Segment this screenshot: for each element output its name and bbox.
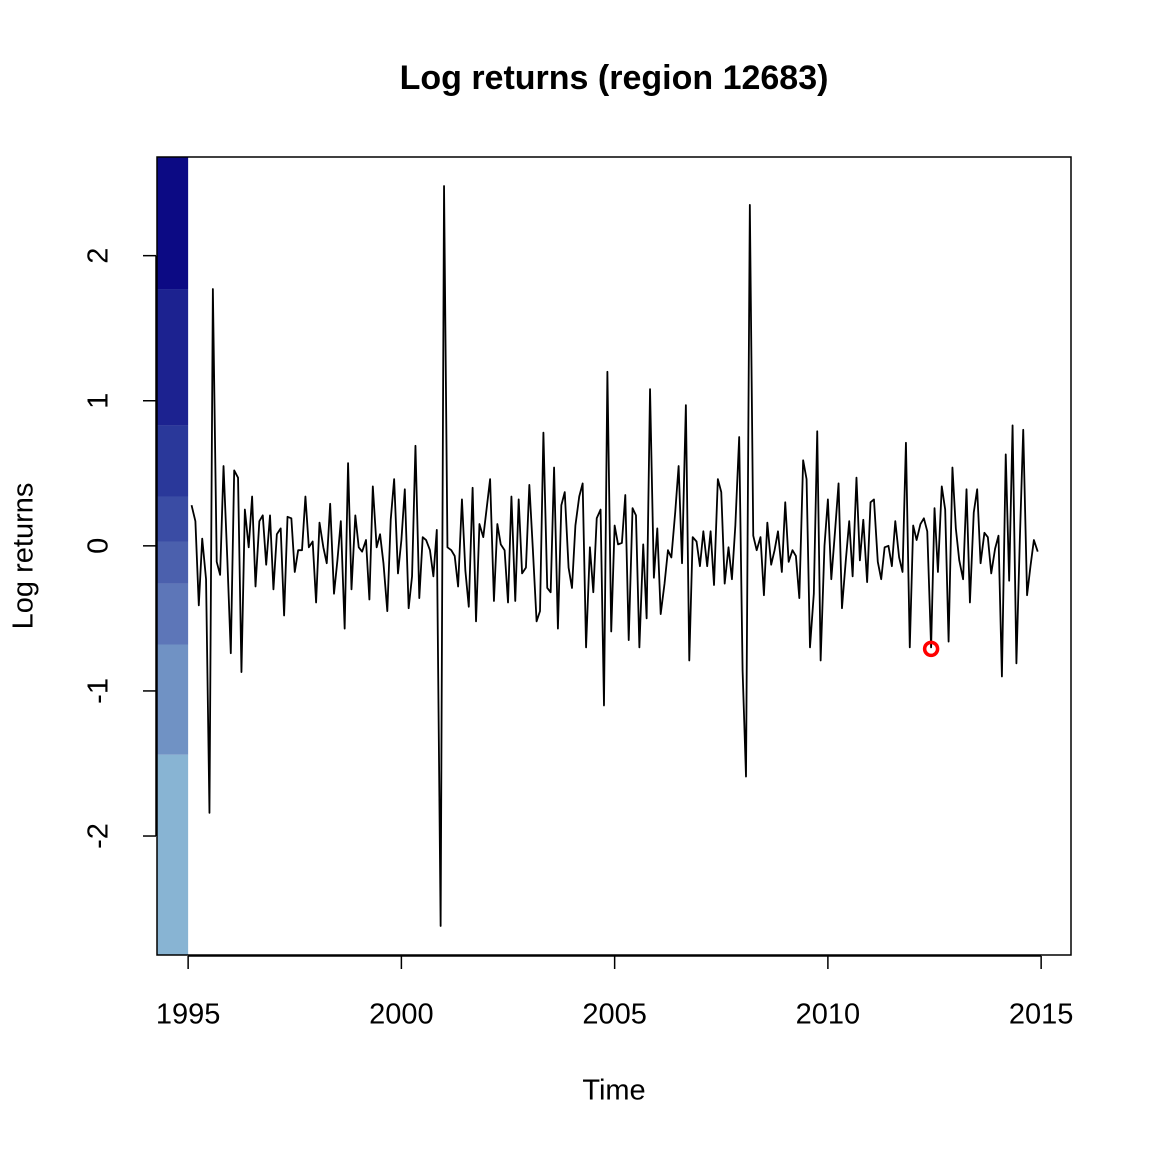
y-tick-label: 1 — [83, 393, 115, 409]
x-tick-label: 2010 — [796, 999, 861, 1031]
x-tick-label: 2015 — [1009, 999, 1074, 1031]
color-bin — [157, 157, 189, 290]
y-tick-label: -1 — [83, 678, 115, 704]
plot-frame — [156, 156, 1072, 956]
color-bin — [157, 583, 189, 645]
y-axis-label: Log returns — [8, 483, 40, 630]
y-tick-label: 0 — [83, 538, 115, 554]
color-bin — [157, 496, 189, 542]
x-tick-label: 2005 — [582, 999, 647, 1031]
highlight-point — [922, 640, 940, 658]
color-bin — [157, 644, 189, 755]
x-tick-label: 1995 — [156, 999, 221, 1031]
x-tick-label: 2000 — [369, 999, 434, 1031]
x-axis-label: Time — [582, 1075, 645, 1107]
color-bin — [157, 754, 189, 955]
color-bin — [157, 425, 189, 497]
color-bin — [157, 289, 189, 426]
color-bin — [157, 541, 189, 584]
line-series — [190, 185, 1039, 927]
y-tick-label: -2 — [83, 823, 115, 849]
chart-title: Log returns (region 12683) — [400, 59, 829, 97]
y-tick-label: 2 — [83, 248, 115, 264]
